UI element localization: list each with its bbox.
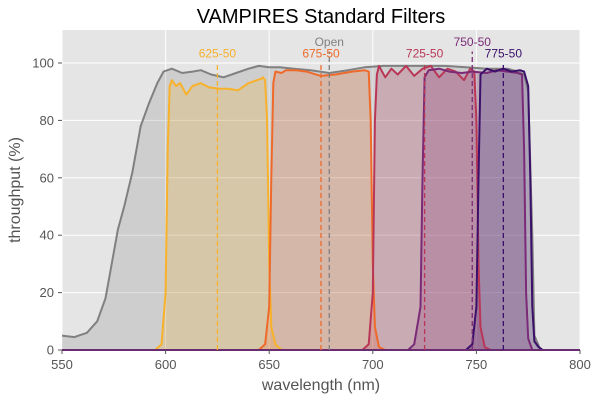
y-tick-label: 20: [40, 285, 54, 300]
x-tick-label: 800: [569, 357, 591, 372]
annotation-725-50: 725-50: [406, 46, 444, 60]
series-line-625-50: [62, 76, 580, 351]
series-fill-Open: [62, 65, 580, 351]
series-line-775-50: [62, 67, 580, 351]
series-line-675-50: [62, 69, 580, 351]
annotation-675-50: 675-50: [302, 46, 340, 60]
x-tick-label: 550: [51, 357, 73, 372]
x-tick-label: 750: [466, 357, 488, 372]
series-fill-750-50: [62, 68, 580, 350]
annotation-Open: Open: [315, 35, 344, 49]
annotation-775-50: 775-50: [485, 46, 523, 60]
annotation-625-50: 625-50: [199, 46, 237, 60]
series-fill-725-50: [62, 65, 580, 351]
x-tick-label: 600: [155, 357, 177, 372]
series-line-750-50: [62, 67, 580, 351]
x-tick-label: 700: [362, 357, 384, 372]
y-axis-ticks: 0 20 40 60 80 100: [32, 56, 62, 358]
x-axis-title: wavelength (nm): [261, 377, 380, 394]
x-tick-label: 650: [258, 357, 280, 372]
chart-title: VAMPIRES Standard Filters: [197, 6, 446, 28]
y-tick-label: 60: [40, 170, 54, 185]
center-wavelength-markers: [216, 51, 504, 350]
annotation-750-50: 750-50: [454, 35, 492, 49]
y-tick-label: 80: [40, 113, 54, 128]
x-axis-ticks: 550 600 650 700 750 800: [51, 350, 591, 372]
series-fill-625-50: [62, 77, 580, 351]
y-tick-label: 0: [47, 343, 54, 358]
y-tick-label: 100: [32, 56, 54, 71]
series-line-Open: [61, 64, 580, 351]
y-tick-label: 40: [40, 228, 54, 243]
y-axis-title: throughput (%): [7, 137, 24, 243]
